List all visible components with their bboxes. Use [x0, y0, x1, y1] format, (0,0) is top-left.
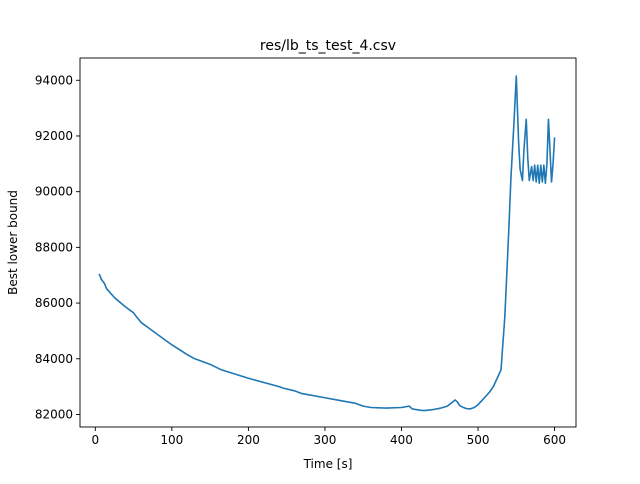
x-tick-label: 500 — [467, 433, 490, 447]
chart-title: res/lb_ts_test_4.csv — [260, 38, 396, 54]
x-tick-label: 400 — [390, 433, 413, 447]
x-axis-label: Time [s] — [303, 457, 353, 471]
series-line — [98, 75, 556, 412]
x-tick-label: 600 — [543, 433, 566, 447]
y-tick-label: 92000 — [35, 129, 73, 143]
y-tick-label: 94000 — [35, 73, 73, 87]
x-tick-label: 200 — [237, 433, 260, 447]
y-axis-ticks: 82000 84000 86000 88000 90000 92000 94000 — [35, 73, 80, 421]
y-tick-label: 86000 — [35, 296, 73, 310]
y-tick-label: 88000 — [35, 240, 73, 254]
x-axis-ticks: 0 100 200 300 400 500 600 — [91, 427, 566, 447]
plot-area — [98, 75, 556, 412]
y-tick-label: 82000 — [35, 407, 73, 421]
x-tick-label: 300 — [313, 433, 336, 447]
y-axis-label: Best lower bound — [6, 190, 20, 295]
y-tick-label: 84000 — [35, 352, 73, 366]
y-tick-label: 90000 — [35, 185, 73, 199]
axes-frame — [79, 57, 577, 428]
x-tick-label: 100 — [160, 433, 183, 447]
x-tick-label: 0 — [91, 433, 99, 447]
